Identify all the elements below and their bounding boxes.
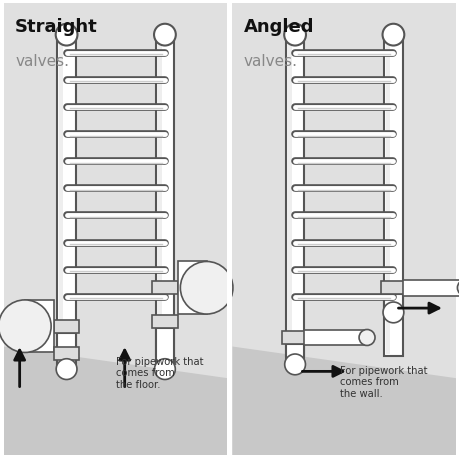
- Bar: [155, 35, 174, 356]
- Bar: [380, 281, 405, 295]
- Bar: [155, 329, 174, 369]
- Circle shape: [154, 359, 175, 380]
- Bar: [286, 38, 291, 354]
- Bar: [285, 35, 304, 356]
- Text: For pipework that
comes from
the floor.: For pipework that comes from the floor.: [116, 356, 203, 389]
- Polygon shape: [232, 347, 455, 455]
- Bar: [304, 330, 366, 346]
- Bar: [59, 38, 63, 354]
- Bar: [157, 38, 162, 354]
- Bar: [232, 4, 455, 455]
- Bar: [177, 262, 206, 314]
- Bar: [152, 281, 177, 295]
- Text: Straight: Straight: [15, 17, 98, 35]
- Bar: [54, 320, 79, 333]
- Circle shape: [154, 25, 175, 46]
- Circle shape: [56, 359, 77, 380]
- Bar: [25, 300, 54, 353]
- Bar: [152, 315, 177, 329]
- Circle shape: [56, 25, 77, 46]
- Circle shape: [382, 25, 403, 46]
- Text: valves.: valves.: [243, 54, 297, 68]
- Circle shape: [284, 25, 305, 46]
- Bar: [4, 4, 227, 455]
- Bar: [54, 347, 79, 360]
- Bar: [402, 280, 459, 296]
- Circle shape: [0, 300, 51, 353]
- Bar: [227, 0, 232, 459]
- Bar: [57, 35, 76, 356]
- Bar: [385, 38, 389, 354]
- Bar: [383, 35, 402, 356]
- Circle shape: [358, 330, 374, 346]
- Circle shape: [382, 302, 403, 323]
- Text: Angled: Angled: [243, 17, 313, 35]
- Bar: [285, 344, 304, 364]
- Circle shape: [456, 280, 459, 296]
- Bar: [57, 333, 76, 369]
- Bar: [383, 295, 402, 313]
- Text: valves.: valves.: [15, 54, 69, 68]
- Bar: [282, 331, 307, 344]
- Circle shape: [284, 354, 305, 375]
- Text: For pipework that
comes from
the wall.: For pipework that comes from the wall.: [339, 365, 426, 398]
- Circle shape: [180, 262, 232, 314]
- Polygon shape: [4, 347, 227, 455]
